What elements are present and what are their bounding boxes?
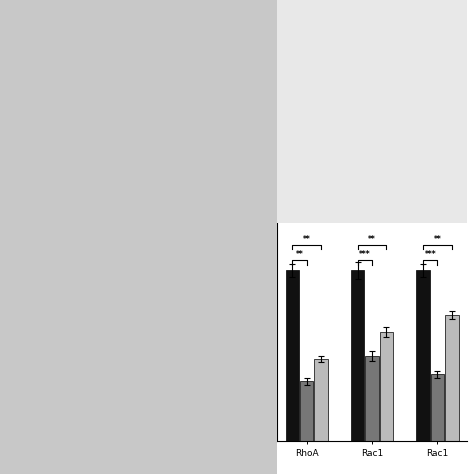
Text: C: C [236,195,245,209]
Bar [286,271,299,441]
Bar [300,381,313,441]
Bar [380,332,393,441]
Text: **: ** [303,235,310,244]
Bar [416,271,430,441]
Bar [314,359,328,441]
Text: ***: *** [424,250,436,259]
Bar [445,315,458,441]
Text: ***: *** [359,250,371,259]
Bar [431,374,444,441]
Y-axis label: relative mRNA level
normalized to 18S rRNA: relative mRNA level normalized to 18S rR… [232,282,252,382]
Text: **: ** [296,250,303,259]
Text: **: ** [368,235,376,244]
Bar [365,356,379,441]
Text: **: ** [434,235,441,244]
Bar [351,271,365,441]
